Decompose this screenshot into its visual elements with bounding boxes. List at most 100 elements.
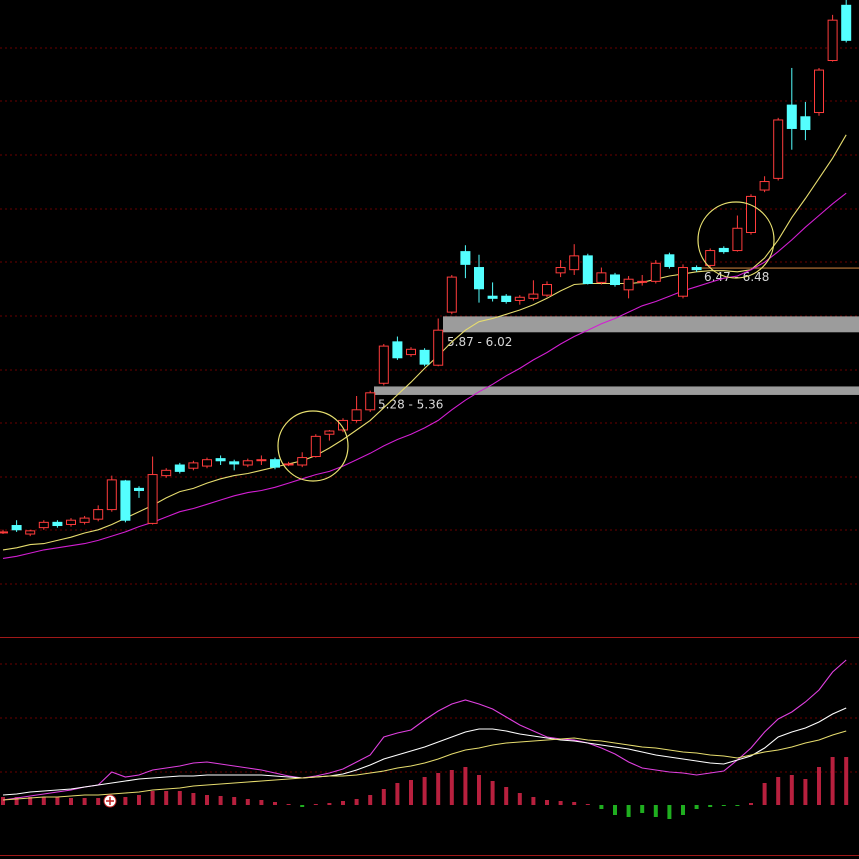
indicator-line xyxy=(2,134,847,551)
macd-bar xyxy=(354,799,359,805)
macd-bar xyxy=(844,757,849,805)
price-zone xyxy=(700,267,859,269)
candle-body xyxy=(229,461,240,465)
macd-bar xyxy=(286,804,291,805)
macd-bar xyxy=(273,802,277,805)
candle-body xyxy=(52,521,63,527)
macd-bar xyxy=(137,795,141,805)
macd-bar xyxy=(531,797,536,805)
macd-bar xyxy=(245,799,250,805)
candle-body xyxy=(256,459,267,462)
macd-bar xyxy=(708,805,713,807)
candle-body xyxy=(800,116,811,131)
macd-bar xyxy=(409,780,413,805)
macd-bar xyxy=(205,795,209,805)
macd-bar xyxy=(368,795,373,805)
indicator-line xyxy=(2,192,847,559)
candle-body xyxy=(93,509,104,520)
macd-bar xyxy=(667,805,672,819)
macd-bar xyxy=(585,804,590,805)
macd-bar xyxy=(613,805,617,815)
macd-bar xyxy=(218,796,223,805)
macd-bar xyxy=(504,787,509,805)
candle-body xyxy=(487,295,498,299)
grid xyxy=(0,47,859,856)
candle-body xyxy=(351,409,362,421)
candle-body xyxy=(310,435,321,458)
candle-body xyxy=(474,267,484,290)
candle-body xyxy=(650,262,661,282)
zone-label: 5.87 - 6.02 xyxy=(447,335,512,349)
indicator-line xyxy=(2,730,847,801)
macd-bar xyxy=(477,775,481,805)
candle-body xyxy=(582,255,593,284)
macd-bar xyxy=(395,783,400,805)
macd-bar xyxy=(82,798,87,805)
candle-body xyxy=(569,255,580,271)
macd-bar xyxy=(789,775,794,805)
macd-bar xyxy=(422,777,427,805)
macd-bar xyxy=(640,805,645,813)
macd-bar xyxy=(313,804,318,805)
price-zone xyxy=(374,386,859,395)
macd-bar xyxy=(14,797,19,805)
candle-body xyxy=(406,348,416,356)
candle-body xyxy=(283,463,294,466)
macd-bar xyxy=(653,805,658,817)
candle-body xyxy=(664,254,675,267)
macd-bar xyxy=(490,781,495,805)
candle-body xyxy=(841,4,852,41)
macd-bar xyxy=(545,800,549,805)
macd-bar xyxy=(626,805,631,817)
macd-bar xyxy=(96,798,101,805)
macd-bar xyxy=(41,797,46,805)
macd-panel xyxy=(1,659,849,819)
macd-bar xyxy=(69,798,73,805)
macd-bar xyxy=(381,789,386,805)
candle-body xyxy=(786,104,797,129)
candle-body xyxy=(25,530,36,535)
candle-body xyxy=(66,519,76,525)
candle-body xyxy=(460,251,471,265)
candle-body xyxy=(202,459,212,467)
candle-body xyxy=(514,296,525,301)
candle-body xyxy=(174,464,185,472)
candle-body xyxy=(678,267,688,297)
indicator-line xyxy=(2,659,847,801)
candle-body xyxy=(106,479,117,511)
price-panel: 5.87 - 6.025.28 - 5.366.47 - 6.48 xyxy=(0,0,859,559)
candle-body xyxy=(746,195,756,234)
candle-body xyxy=(433,329,444,366)
macd-bar xyxy=(749,803,753,805)
candle-body xyxy=(501,295,512,303)
macd-bar xyxy=(327,803,332,805)
candle-body xyxy=(365,392,376,411)
candle-body xyxy=(610,274,620,286)
signal-marker-cross xyxy=(106,797,114,805)
macd-bar xyxy=(341,801,345,805)
macd-bar xyxy=(449,770,454,805)
candle-body xyxy=(378,345,389,384)
macd-bar xyxy=(300,805,305,807)
candle-body xyxy=(542,284,552,296)
candle-body xyxy=(392,341,403,359)
candle-body xyxy=(270,459,280,468)
macd-bar xyxy=(762,783,767,805)
candle-body xyxy=(446,276,457,313)
macd-bar xyxy=(232,797,237,805)
candle-body xyxy=(691,267,702,271)
macd-bar xyxy=(123,797,128,805)
candle-body xyxy=(419,349,430,365)
annotations xyxy=(103,201,775,808)
macd-bar xyxy=(681,805,685,815)
candle-body xyxy=(79,517,90,523)
macd-bar xyxy=(817,767,821,805)
candle-body xyxy=(814,69,824,114)
candle-body xyxy=(773,119,784,179)
candle-body xyxy=(297,457,308,466)
candle-body xyxy=(637,280,648,283)
price-zone xyxy=(443,316,859,333)
candle-body xyxy=(0,531,8,534)
macd-bar xyxy=(572,802,577,805)
